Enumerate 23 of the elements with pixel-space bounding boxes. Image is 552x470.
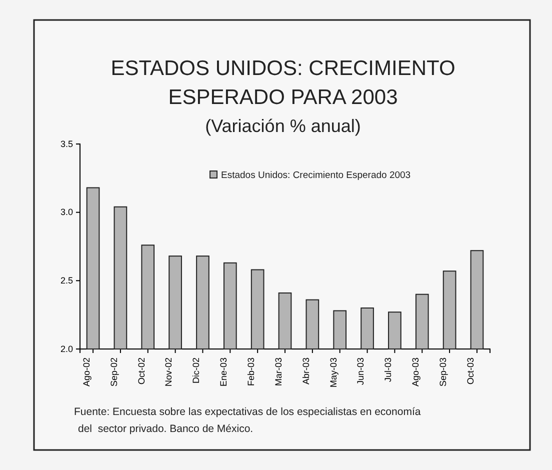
- x-tick-label: Nov-02: [164, 358, 174, 387]
- source-note: Fuente: Encuesta sobre las expectativas de los especialistas en economía del sector privado. Banco de México.: [74, 406, 421, 435]
- y-tick-label: 2.5: [60, 276, 73, 286]
- x-tick-label: Feb-03: [246, 358, 256, 386]
- x-tick-label: Sep-02: [108, 358, 119, 387]
- x-tick-label: Oct-02: [136, 358, 146, 385]
- chart-subtitle: (Variación % anual): [205, 116, 361, 136]
- y-tick-label: 3.0: [60, 207, 73, 218]
- x-tick-label: Jul-03: [383, 358, 394, 382]
- y-tick-label: 2.0: [60, 344, 73, 354]
- chart-title: ESTADOS UNIDOS: CRECIMIENTO ESPERADO PARA 2003: [110, 57, 456, 109]
- x-tick-label: Ago-03: [410, 358, 421, 387]
- x-tick-label: Sep-03: [438, 358, 448, 387]
- x-tick-label: Ene-03: [218, 358, 229, 387]
- x-tick-label: Oct-03: [465, 358, 476, 385]
- x-tick-label: Ago-02: [81, 358, 92, 387]
- y-tick-label: 3.5: [60, 138, 73, 149]
- x-tick-label: Abr-03: [300, 358, 311, 385]
- x-tick-label: Dic-02: [191, 358, 202, 384]
- x-tick-label: May-03: [328, 358, 338, 388]
- legend-label: Estados Unidos: Crecimiento Esperado 2003: [221, 170, 411, 181]
- x-tick-label: Jun-03: [356, 358, 366, 386]
- x-tick-label: Mar-03: [273, 358, 284, 386]
